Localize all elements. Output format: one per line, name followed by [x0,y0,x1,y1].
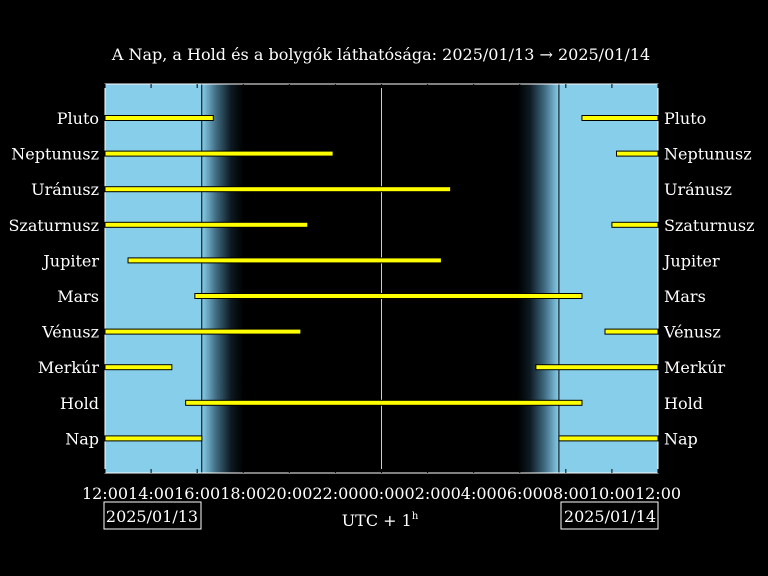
body-label-right: Neptunusz [664,145,752,164]
bar-merkúr-1 [535,364,659,371]
bar-vénusz-0 [104,328,302,335]
body-label-right: Hold [664,394,703,413]
body-label-right: Szaturnusz [664,216,755,235]
x-tick-label: 22:00 [312,484,358,503]
bar-vénusz-1 [604,328,659,335]
bar-merkúr-0 [104,364,173,371]
body-labels-right: Pluto Neptunusz Uránusz Szaturnusz Jupiter Ma… [662,109,755,448]
bar-szaturnusz-0 [104,221,309,228]
x-tick-label: 20:00 [266,484,312,503]
x-axis-ticks: 12:00 14:00 16:00 18:00 20:00 22:00 00:00 02:00… [82,84,681,503]
date-left-label: 2025/01/13 [106,507,198,526]
body-label-left: Vénusz [41,323,99,342]
body-labels-left: Pluto Neptunusz Uránusz Szaturnusz Jupiter Ma… [8,109,99,448]
body-label-left: Neptunusz [11,145,99,164]
body-label-right: Mars [664,287,706,306]
bar-pluto-0 [104,115,214,121]
x-tick-label: 10:00 [589,484,635,503]
x-axis-label: UTC + 1h [342,511,419,530]
body-label-left: Merkúr [38,358,100,377]
x-tick-label: 00:00 [358,484,404,503]
date-right-box [560,501,659,530]
body-label-right: Pluto [664,109,706,128]
x-axis-label-sup: h [412,511,419,522]
x-tick-label: 02:00 [405,484,451,503]
date-left-box [103,501,202,530]
bar-szaturnusz-1 [611,221,659,228]
body-label-right: Merkúr [664,358,726,377]
x-tick-label: 18:00 [220,484,266,503]
body-label-left: Pluto [57,109,99,128]
x-tick-label: 08:00 [543,484,589,503]
x-tick-label: 06:00 [497,484,543,503]
day-area-left [105,84,202,473]
body-label-right: Vénusz [663,323,721,342]
date-right-label: 2025/01/14 [564,507,656,526]
day-area-right [558,84,658,473]
body-label-left: Hold [60,394,99,413]
x-axis-label-base: UTC + 1 [342,511,412,530]
body-label-left: Jupiter [41,251,99,270]
bar-hold-0 [185,399,583,406]
bar-mars-0 [194,293,583,299]
body-label-left: Nap [65,429,99,448]
plot-background [104,83,659,474]
x-tick-label: 16:00 [174,484,220,503]
visibility-bars [104,115,659,442]
x-tick-label: 12:00 [82,484,128,503]
x-tick-label: 14:00 [128,484,174,503]
chart-title: A Nap, a Hold és a bolygók láthatósága: … [111,45,650,64]
bar-pluto-1 [581,115,659,121]
body-label-right: Uránusz [664,180,732,199]
bar-jupiter-0 [127,257,442,264]
body-label-left: Mars [57,287,99,306]
dawn-gradient [517,84,559,473]
bar-nap-1 [558,435,659,442]
body-label-right: Nap [664,429,698,448]
bar-nap-0 [104,435,203,442]
body-label-left: Szaturnusz [8,216,99,235]
bar-neptunusz-0 [104,150,334,157]
x-tick-label: 12:00 [635,484,681,503]
body-label-left: Uránusz [31,180,99,199]
x-tick-label: 04:00 [451,484,497,503]
body-label-right: Jupiter [662,251,720,270]
bar-neptunusz-1 [616,150,659,157]
bar-uránusz-0 [104,186,452,193]
dusk-gradient [201,84,244,473]
